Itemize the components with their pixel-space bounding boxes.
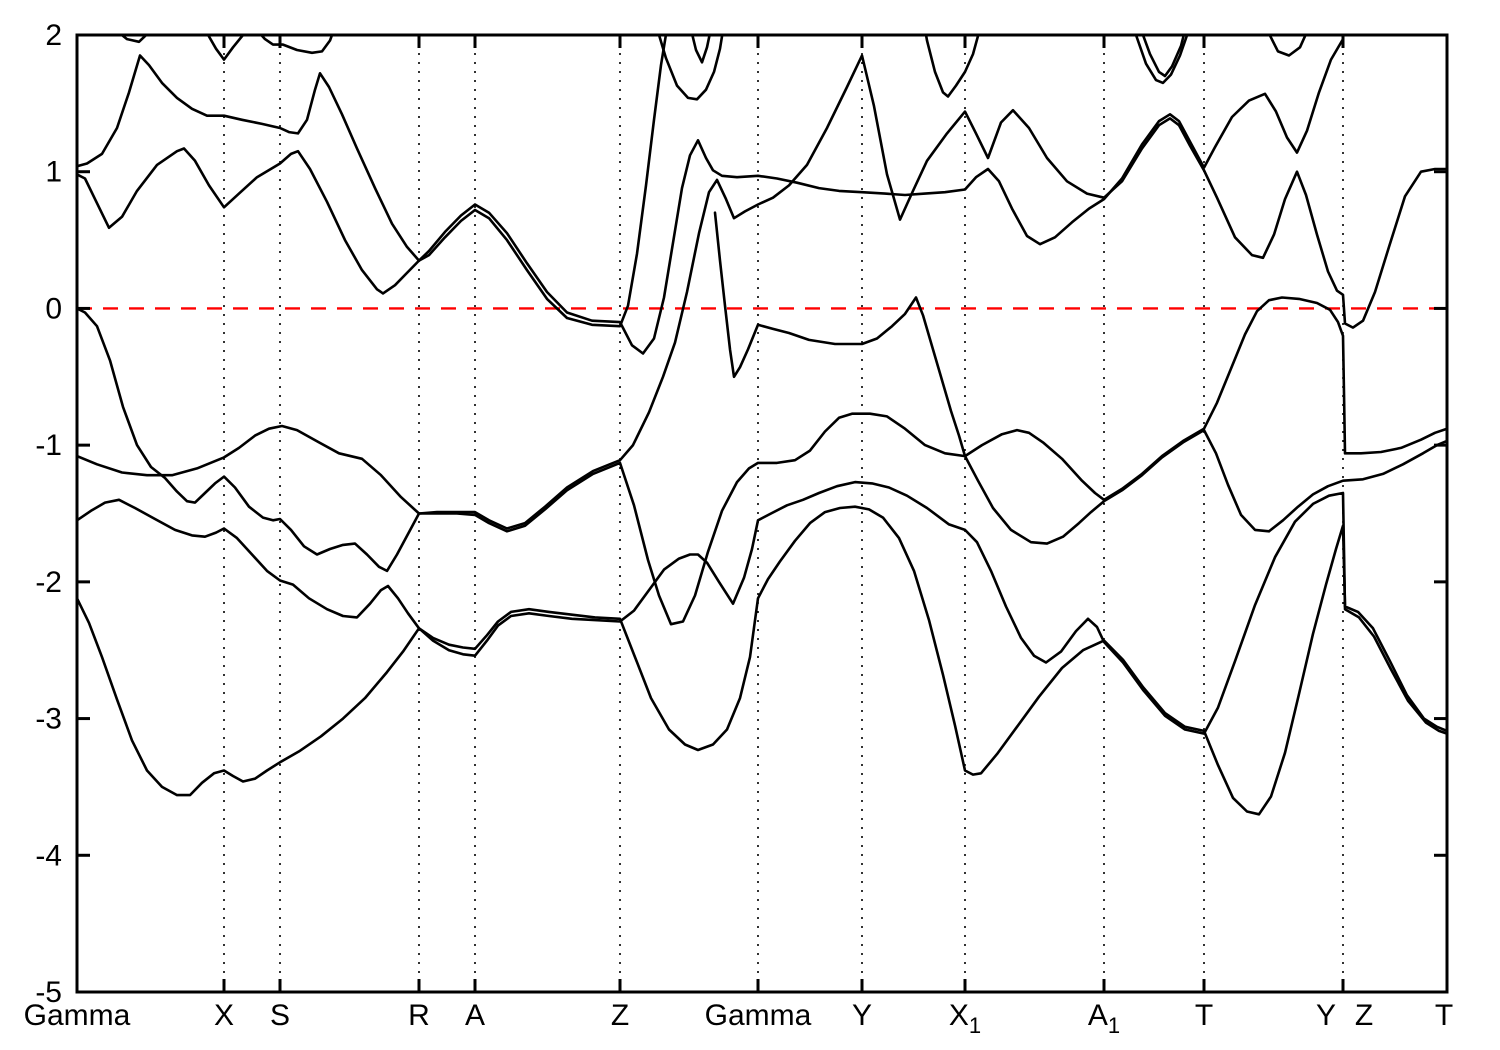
kpoint-label: A1 <box>1088 999 1120 1038</box>
kpoint-label: X <box>214 999 234 1032</box>
kpoint-label: Gamma <box>705 999 812 1032</box>
band-path-band-5 <box>77 498 1447 816</box>
axis-ticks <box>75 33 1449 994</box>
band-path-band-7 <box>713 211 1447 545</box>
band-path-top-piece-2 <box>206 35 334 61</box>
kpoint-label: S <box>270 999 290 1032</box>
band-curves <box>77 35 1447 816</box>
kpoint-label: A <box>465 999 485 1032</box>
band-path-band-4 <box>77 296 1447 626</box>
band-path-band-6 <box>77 480 1447 797</box>
y-tick-label: -1 <box>35 429 62 462</box>
kpoint-label: Gamma <box>24 999 131 1032</box>
band-path-top-piece-5 <box>924 35 980 98</box>
band-path-band-2 <box>77 35 668 328</box>
band-path-top-piece-4 <box>691 35 711 64</box>
y-tick-label: -3 <box>35 703 62 736</box>
band-path-band-3 <box>77 54 1447 530</box>
y-tick-label: 0 <box>45 292 62 325</box>
kpoint-label: Y <box>1316 999 1336 1032</box>
kpoint-label: Z <box>1355 999 1373 1032</box>
y-axis-tick-labels: 2 1 0 -1 -2 -3 -4 -5 <box>35 19 62 1009</box>
kpoint-labels: Gamma X S R A Z Gamma Y X1 A1 T Y Z T <box>24 999 1454 1038</box>
band-path-top-piece-1 <box>119 35 149 44</box>
plot-frame <box>75 33 1449 994</box>
kpoint-label: R <box>408 999 430 1032</box>
y-tick-label: 2 <box>45 19 62 52</box>
kpoint-label: X1 <box>949 999 981 1038</box>
kpoint-label: Y <box>852 999 872 1032</box>
y-tick-label: -5 <box>35 976 62 1009</box>
kpoint-label: Z <box>611 999 629 1032</box>
band-path-top-piece-8 <box>1268 35 1307 57</box>
y-tick-label: -4 <box>35 839 62 872</box>
band-path-top-piece-6 <box>1134 35 1189 85</box>
y-tick-label: 1 <box>45 156 62 189</box>
plot-border <box>75 33 1449 994</box>
y-tick-label: -2 <box>35 566 62 599</box>
band-path-band-1 <box>77 35 1345 355</box>
kpoint-label: T <box>1195 999 1213 1032</box>
kpoint-label: T <box>1435 999 1453 1032</box>
band-path-top-piece-7 <box>1141 35 1186 78</box>
band-path-top-piece-3 <box>657 35 724 101</box>
